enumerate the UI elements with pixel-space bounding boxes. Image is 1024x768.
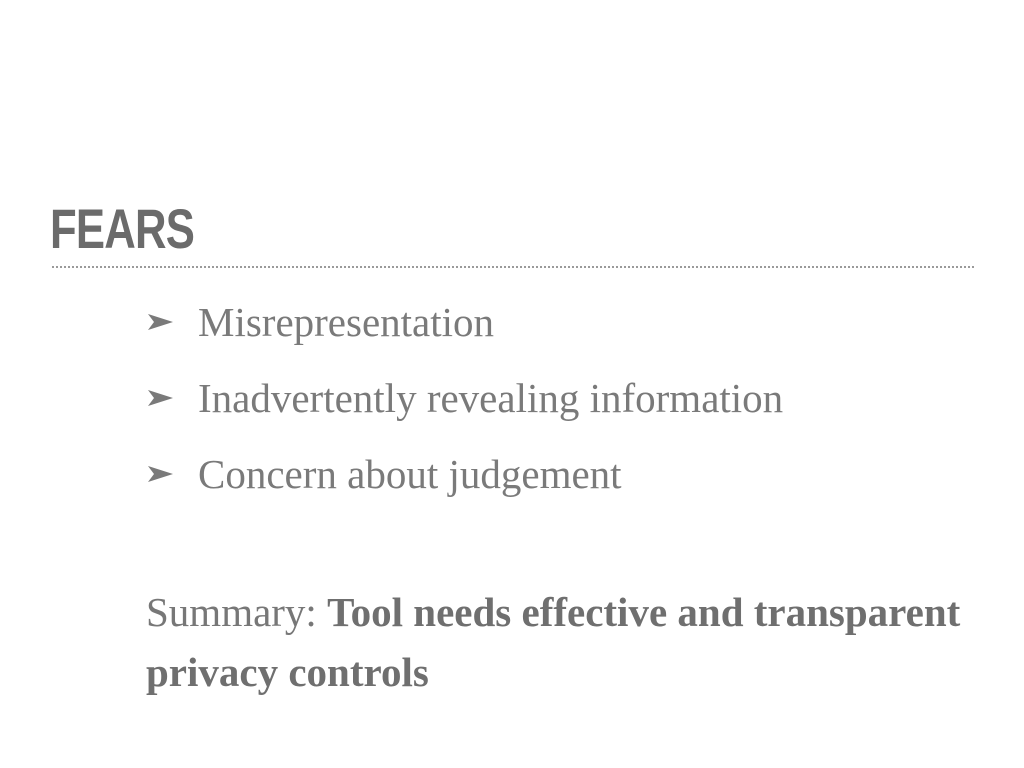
list-item: Misrepresentation [146,284,783,360]
bullet-text: Misrepresentation [198,299,495,345]
summary-text: Tool needs effective and transparent pri… [146,589,961,695]
summary-label: Summary: [146,589,328,635]
arrowhead-bullet-icon [146,463,176,485]
bullet-text: Inadvertently revealing information [198,375,784,421]
title-divider [52,266,974,268]
bullet-list: Misrepresentation Inadvertently revealin… [146,284,783,512]
bullet-text: Concern about judgement [198,451,622,497]
list-item: Concern about judgement [146,436,783,512]
arrowhead-bullet-icon [146,311,176,333]
arrowhead-bullet-icon [146,387,176,409]
list-item: Inadvertently revealing information [146,360,783,436]
slide-title: FEARS [50,197,195,260]
summary-paragraph: Summary: Tool needs effective and transp… [146,582,966,702]
